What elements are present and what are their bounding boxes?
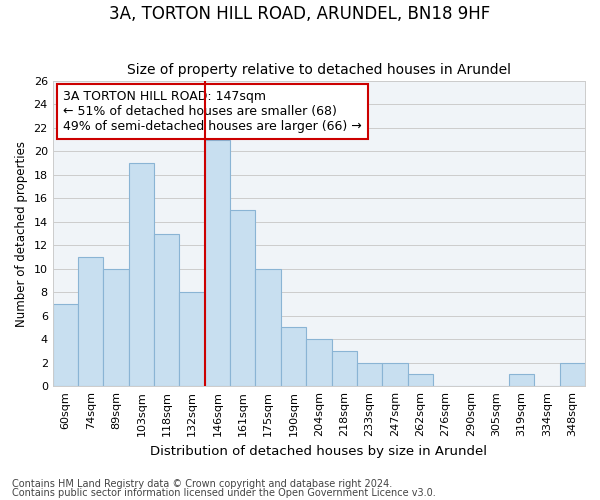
- Bar: [332, 351, 357, 386]
- Bar: [407, 374, 433, 386]
- Bar: [382, 362, 407, 386]
- Text: 3A TORTON HILL ROAD: 147sqm
← 51% of detached houses are smaller (68)
49% of sem: 3A TORTON HILL ROAD: 147sqm ← 51% of det…: [64, 90, 362, 133]
- Bar: [78, 257, 103, 386]
- Bar: [509, 374, 535, 386]
- Bar: [281, 328, 306, 386]
- Bar: [560, 362, 585, 386]
- Bar: [205, 140, 230, 386]
- Bar: [256, 269, 281, 386]
- Text: 3A, TORTON HILL ROAD, ARUNDEL, BN18 9HF: 3A, TORTON HILL ROAD, ARUNDEL, BN18 9HF: [109, 5, 491, 23]
- Bar: [179, 292, 205, 386]
- Bar: [103, 269, 129, 386]
- Text: Contains HM Land Registry data © Crown copyright and database right 2024.: Contains HM Land Registry data © Crown c…: [12, 479, 392, 489]
- X-axis label: Distribution of detached houses by size in Arundel: Distribution of detached houses by size …: [151, 444, 487, 458]
- Title: Size of property relative to detached houses in Arundel: Size of property relative to detached ho…: [127, 63, 511, 77]
- Bar: [129, 163, 154, 386]
- Text: Contains public sector information licensed under the Open Government Licence v3: Contains public sector information licen…: [12, 488, 436, 498]
- Bar: [230, 210, 256, 386]
- Y-axis label: Number of detached properties: Number of detached properties: [15, 140, 28, 326]
- Bar: [357, 362, 382, 386]
- Bar: [306, 339, 332, 386]
- Bar: [53, 304, 78, 386]
- Bar: [154, 234, 179, 386]
